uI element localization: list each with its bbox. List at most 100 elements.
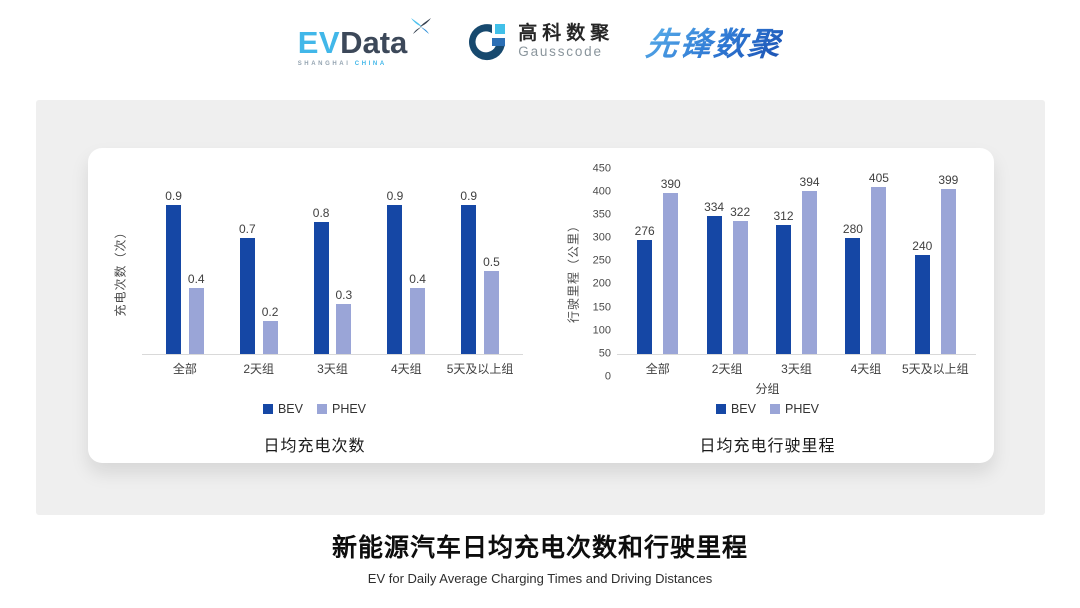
- x-axis-categories: 全部 2天组 3天组 4天组 5天及以上组: [142, 360, 523, 377]
- x-axis-categories: 全部 2天组 3天组 4天组 5天及以上组: [617, 360, 976, 377]
- bar-wrap-bev: 0.9: [386, 164, 404, 354]
- x-axis-title: 分组: [755, 382, 780, 396]
- plot-area: 0.9 0.4 0.7 0.2 0.8 0.3 0.9 0.4 0.9 0.5: [142, 164, 523, 355]
- bar-bev: [313, 221, 329, 354]
- legend-swatch-phev: [316, 404, 327, 414]
- bar-bev: [845, 238, 861, 354]
- bar-value-label: 312: [773, 209, 794, 224]
- bar-value-label: 394: [799, 175, 820, 190]
- legend-label: PHEV: [331, 402, 367, 416]
- bar-phev: [262, 320, 278, 354]
- bar-group: 0.9 0.5: [443, 164, 517, 354]
- bar-bev: [706, 216, 722, 354]
- x-axis-title: [106, 380, 523, 396]
- bar-group: 312 394: [762, 164, 831, 354]
- bar-wrap-phev: 322: [730, 164, 750, 354]
- legend-swatch-phev: [769, 404, 780, 414]
- bar-phev: [663, 192, 679, 354]
- legend-label: BEV: [730, 402, 756, 416]
- gausscode-text: 高科数聚 Gausscode: [518, 23, 614, 60]
- y-tick-100: 100: [592, 324, 611, 337]
- bar-bev: [239, 238, 255, 354]
- chart-body: 充电次数（次） 0.9 0.4 0.7 0.2 0.8 0.3 0.9 0.4 0.9 0.5 全…: [106, 164, 523, 377]
- y-tick-350: 350: [592, 208, 611, 221]
- y-axis-label: 行驶里程（公里）: [566, 218, 581, 323]
- x-category-label: 4天组: [850, 362, 882, 376]
- bar-group: 0.9 0.4: [369, 164, 443, 354]
- chart-panel: 充电次数（次） 0.9 0.4 0.7 0.2 0.8 0.3 0.9 0.4 0.9 0.5 全…: [36, 100, 1045, 515]
- footer: 新能源汽车日均充电次数和行驶里程 EV for Daily Average Ch…: [0, 528, 1080, 586]
- bar-wrap-phev: 394: [800, 164, 820, 354]
- bar-value-label: 0.4: [409, 271, 426, 286]
- y-axis-ticks: 0 50 100 150 200 250 300 350 400 450: [587, 163, 617, 382]
- bar-wrap-phev: 399: [938, 164, 958, 354]
- bar-value-label: 0.9: [165, 189, 182, 204]
- plot-column: 276 390 334 322 312 394 280 405 240 399 全部 2天组 3天组 4…: [617, 164, 976, 377]
- bar-wrap-bev: 0.9: [165, 164, 182, 354]
- legend-item-phev: PHEV: [316, 402, 367, 416]
- header-logos: EV Data SHANGHAI CHINA 高科数聚 Gausscode 先锋…: [0, 16, 1080, 67]
- bar-value-label: 390: [660, 176, 681, 191]
- bar-phev: [871, 186, 887, 354]
- x-category-label: 3天组: [781, 362, 812, 376]
- bar-value-label: 0.2: [261, 304, 279, 319]
- evdata-tagline-shanghai: SHANGHAI: [297, 61, 351, 67]
- gausscode-icon: [469, 23, 506, 60]
- page-subtitle: EV for Daily Average Charging Times and …: [367, 571, 713, 586]
- legend-item-bev: BEV: [262, 402, 303, 416]
- bar-value-label: 0.4: [187, 271, 205, 286]
- bar-group: 0.9 0.4: [148, 164, 222, 354]
- legend-swatch-bev: [262, 404, 273, 414]
- bar-bev: [637, 240, 653, 354]
- y-tick-50: 50: [598, 347, 611, 360]
- gausscode-name-en: Gausscode: [518, 44, 603, 59]
- bar-value-label: 0.9: [460, 189, 478, 204]
- bar-phev: [940, 189, 956, 354]
- x-category-label: 4天组: [390, 362, 422, 376]
- y-tick-300: 300: [592, 231, 611, 244]
- y-tick-0: 0: [604, 370, 611, 383]
- bar-value-label: 405: [868, 170, 889, 185]
- x-category-label: 全部: [172, 362, 197, 376]
- y-tick-400: 400: [592, 185, 611, 198]
- evdata-data-text: Data: [340, 25, 408, 60]
- chart-card: 充电次数（次） 0.9 0.4 0.7 0.2 0.8 0.3 0.9 0.4 0.9 0.5 全…: [88, 148, 994, 463]
- bar-value-label: 334: [704, 200, 725, 215]
- evdata-logo: EV Data SHANGHAI CHINA: [298, 16, 434, 67]
- bar-value-label: 0.3: [335, 288, 353, 303]
- bar-phev: [732, 221, 748, 354]
- bar-phev: [336, 304, 352, 354]
- x-category-label: 2天组: [711, 362, 743, 376]
- bar-wrap-phev: 0.3: [335, 164, 352, 354]
- bar-wrap-bev: 276: [635, 164, 655, 354]
- plot-area: 276 390 334 322 312 394 280 405 240 399: [617, 164, 976, 355]
- evdata-wordmark: EV Data: [298, 16, 434, 58]
- legend-label: PHEV: [784, 402, 820, 416]
- bar-value-label: 0.9: [386, 189, 404, 204]
- bar-group: 0.8 0.3: [296, 164, 370, 354]
- chart-title: 日均充电行驶里程: [699, 438, 836, 455]
- bar-group: 240 399: [901, 164, 970, 354]
- bar-wrap-bev: 240: [912, 164, 932, 354]
- bar-value-label: 0.7: [239, 222, 256, 237]
- gausscode-name-cn: 高科数聚: [518, 23, 615, 45]
- plot-column: 0.9 0.4 0.7 0.2 0.8 0.3 0.9 0.4 0.9 0.5 全部 2天组 3天组 4…: [142, 164, 523, 377]
- bar-wrap-phev: 405: [869, 164, 889, 354]
- bar-phev: [188, 287, 204, 354]
- y-tick-250: 250: [592, 254, 611, 267]
- y-axis-label: 充电次数（次）: [113, 224, 128, 317]
- legend-swatch-bev: [715, 404, 726, 414]
- bar-wrap-bev: 280: [843, 164, 863, 354]
- legend-item-phev: PHEV: [769, 402, 820, 416]
- chart-title: 日均充电次数: [263, 438, 366, 455]
- bar-group: 276 390: [623, 164, 692, 354]
- evdata-tagline-china: CHINA: [354, 61, 387, 67]
- bar-value-label: 280: [842, 222, 863, 237]
- bar-bev: [166, 205, 182, 354]
- evdata-ev-text: EV: [297, 25, 341, 60]
- legend-label: BEV: [277, 402, 303, 416]
- gausscode-logo: 高科数聚 Gausscode: [465, 20, 614, 64]
- evdata-tagline: SHANGHAI CHINA: [298, 61, 434, 67]
- x-category-label: 全部: [645, 362, 670, 376]
- chart-legend: BEV PHEV: [106, 402, 523, 416]
